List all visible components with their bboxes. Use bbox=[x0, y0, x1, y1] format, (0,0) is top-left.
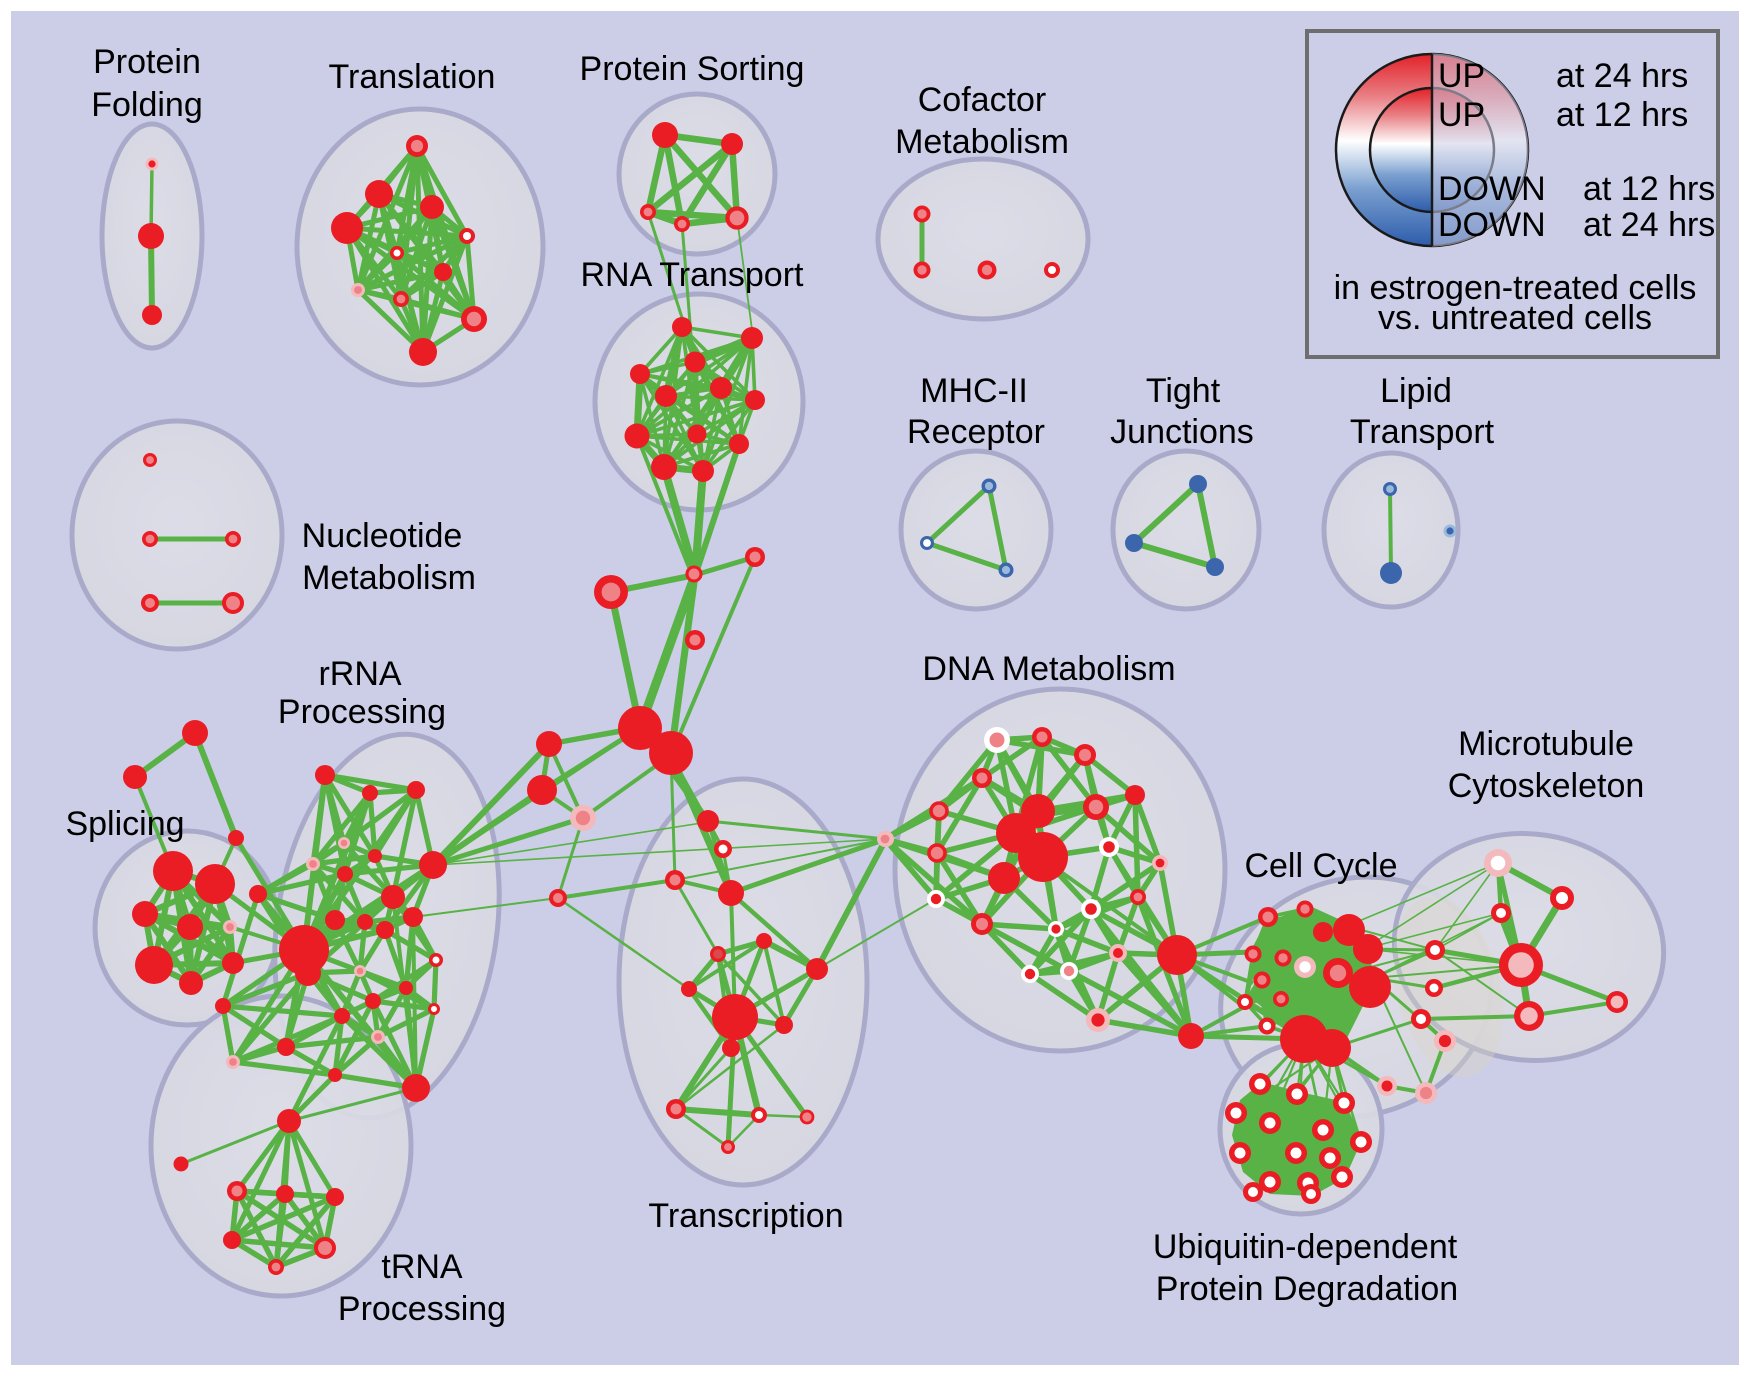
svg-text:Processing: Processing bbox=[338, 1290, 506, 1328]
svg-text:at 12 hrs: at 12 hrs bbox=[1583, 170, 1715, 208]
svg-text:Processing: Processing bbox=[278, 693, 446, 731]
svg-text:Tight: Tight bbox=[1146, 372, 1221, 410]
svg-text:RNA Transport: RNA Transport bbox=[581, 256, 805, 294]
svg-text:Transport: Transport bbox=[1350, 413, 1495, 451]
svg-text:Cofactor: Cofactor bbox=[918, 81, 1047, 119]
svg-text:DOWN: DOWN bbox=[1438, 206, 1546, 244]
svg-text:Splicing: Splicing bbox=[65, 805, 184, 843]
svg-text:in estrogen-treated cells: in estrogen-treated cells bbox=[1334, 269, 1697, 307]
svg-text:at 24 hrs: at 24 hrs bbox=[1583, 206, 1715, 244]
svg-text:Ubiquitin-dependent: Ubiquitin-dependent bbox=[1153, 1228, 1458, 1266]
svg-text:Metabolism: Metabolism bbox=[302, 559, 476, 597]
svg-text:Protein Degradation: Protein Degradation bbox=[1156, 1270, 1458, 1308]
svg-text:tRNA: tRNA bbox=[381, 1248, 463, 1286]
svg-text:Folding: Folding bbox=[91, 86, 203, 124]
svg-text:UP: UP bbox=[1438, 57, 1485, 95]
svg-text:Lipid: Lipid bbox=[1380, 372, 1452, 410]
svg-text:at 24 hrs: at 24 hrs bbox=[1556, 57, 1688, 95]
svg-text:Microtubule: Microtubule bbox=[1458, 725, 1634, 763]
svg-text:at 12 hrs: at 12 hrs bbox=[1556, 96, 1688, 134]
svg-text:UP: UP bbox=[1438, 96, 1485, 134]
svg-text:Receptor: Receptor bbox=[907, 413, 1045, 451]
svg-text:Translation: Translation bbox=[329, 58, 496, 96]
svg-text:rRNA: rRNA bbox=[318, 655, 401, 693]
svg-text:DOWN: DOWN bbox=[1438, 170, 1546, 208]
svg-text:Protein Sorting: Protein Sorting bbox=[580, 50, 805, 88]
svg-text:vs. untreated cells: vs. untreated cells bbox=[1378, 299, 1652, 337]
svg-text:MHC-II: MHC-II bbox=[920, 372, 1028, 410]
svg-text:DNA Metabolism: DNA Metabolism bbox=[922, 650, 1175, 688]
svg-text:Transcription: Transcription bbox=[648, 1197, 843, 1235]
svg-text:Cell Cycle: Cell Cycle bbox=[1244, 847, 1397, 885]
svg-text:Protein: Protein bbox=[93, 43, 201, 81]
svg-text:Junctions: Junctions bbox=[1110, 413, 1254, 451]
svg-text:Nucleotide: Nucleotide bbox=[302, 517, 463, 555]
svg-text:Cytoskeleton: Cytoskeleton bbox=[1448, 767, 1645, 805]
svg-text:Metabolism: Metabolism bbox=[895, 123, 1069, 161]
